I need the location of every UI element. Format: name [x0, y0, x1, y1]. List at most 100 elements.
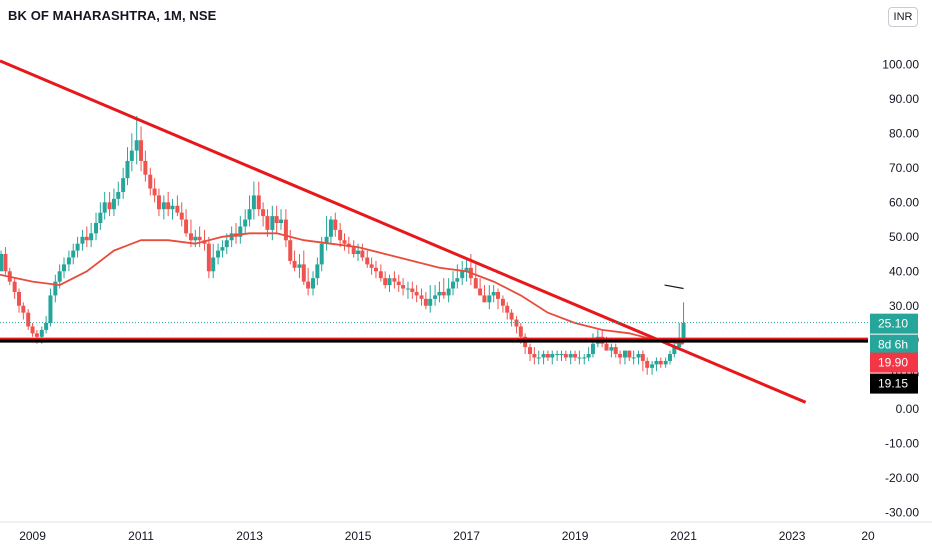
candle-body — [156, 195, 161, 210]
candle — [107, 191, 112, 217]
candle-body — [577, 357, 582, 359]
candle — [491, 285, 496, 303]
candle-body — [71, 250, 76, 258]
candle — [116, 181, 121, 206]
candle-body — [89, 233, 94, 241]
candle — [342, 233, 347, 251]
candle-body — [44, 323, 49, 330]
candle-body — [559, 354, 564, 356]
candle — [3, 247, 8, 275]
candle-body — [414, 291, 419, 296]
candle — [663, 357, 668, 368]
candle — [170, 198, 175, 220]
candle-body — [487, 295, 492, 303]
candle — [369, 257, 374, 275]
candle-body — [365, 257, 370, 265]
candle-body — [609, 347, 614, 351]
candle-body — [573, 354, 578, 358]
candle — [161, 195, 166, 220]
candle-body — [555, 354, 560, 356]
candle — [143, 150, 148, 182]
price-axis[interactable]: -30.00-20.00-10.000.0010.0020.0030.0040.… — [882, 57, 919, 519]
candle-body — [57, 271, 62, 282]
time-axis[interactable]: 2009 2011 2013 2015 2017 2019 2021 2023 20 — [0, 521, 932, 543]
candle — [414, 285, 419, 303]
x-tick-label: 2023 — [779, 529, 806, 543]
candle-body — [30, 326, 35, 334]
candle-body — [613, 347, 618, 355]
candle — [156, 188, 161, 217]
candle-body — [405, 288, 410, 290]
candle — [433, 285, 438, 306]
candle — [53, 274, 58, 303]
price-badge-background — [870, 334, 918, 355]
candle-body — [94, 223, 99, 234]
moving-average-line — [0, 232, 684, 345]
candle-body — [238, 226, 243, 237]
candle-body — [586, 354, 591, 358]
candle — [48, 288, 53, 327]
candle-body — [220, 247, 225, 251]
candle — [631, 350, 636, 365]
drawn-short-segment[interactable] — [664, 284, 684, 290]
candle — [650, 360, 655, 375]
candle-body — [410, 288, 415, 292]
candle — [450, 271, 455, 296]
candle — [478, 278, 483, 296]
candle — [26, 309, 31, 330]
candle — [563, 350, 568, 361]
candle-body — [636, 354, 641, 358]
candle-body — [256, 195, 261, 210]
candle-body — [301, 264, 306, 282]
candle — [184, 209, 189, 237]
candle — [590, 333, 595, 358]
candle — [500, 295, 505, 313]
candle — [550, 350, 555, 365]
candle-body — [188, 233, 193, 241]
candle-body — [283, 219, 288, 241]
descending-trendline[interactable] — [0, 59, 807, 404]
candle — [351, 240, 356, 258]
candle-body — [645, 360, 650, 368]
x-tick-label: 20 — [861, 529, 875, 543]
candle-body — [455, 278, 460, 282]
candle — [261, 202, 266, 227]
x-tick-label: 2013 — [236, 529, 263, 543]
candle-body — [496, 291, 501, 299]
candle — [80, 229, 85, 251]
candle-body — [545, 354, 550, 358]
price-badge-background — [870, 313, 918, 334]
candle — [555, 350, 560, 361]
currency-button[interactable]: INR — [888, 7, 918, 27]
candle-body — [338, 229, 343, 241]
candle — [220, 240, 225, 258]
candle-body — [541, 354, 546, 358]
candle — [62, 257, 67, 279]
candle — [613, 343, 618, 358]
candle — [111, 188, 116, 217]
candle — [383, 271, 388, 289]
candle — [378, 264, 383, 282]
price-badge: 19.15 — [870, 373, 918, 394]
candle-body — [582, 357, 587, 359]
price-badge: 8d 6h — [870, 334, 918, 355]
candle-body — [667, 354, 672, 361]
candle-body — [16, 291, 21, 306]
candle — [297, 254, 302, 279]
candle — [30, 323, 35, 337]
candle-body — [473, 278, 478, 289]
candle — [328, 216, 333, 244]
candle-body — [274, 216, 279, 223]
candle — [667, 350, 672, 365]
candle — [315, 257, 320, 286]
candle — [373, 260, 378, 279]
candle — [301, 250, 306, 286]
candle — [441, 278, 446, 299]
price-badge-label: 19.15 — [878, 377, 908, 391]
candle-body — [175, 205, 180, 213]
candle-body — [333, 219, 338, 230]
candle — [460, 260, 465, 286]
candle-body — [433, 295, 438, 299]
candle-body — [297, 264, 302, 268]
